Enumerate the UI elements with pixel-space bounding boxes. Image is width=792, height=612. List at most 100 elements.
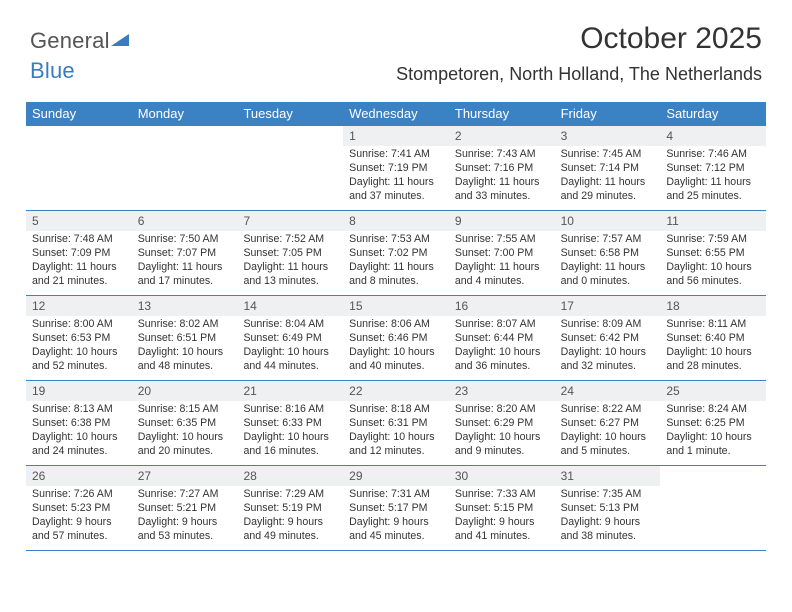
sunrise-line: Sunrise: 7:52 AM xyxy=(243,233,337,247)
weekday-header: Friday xyxy=(555,102,661,126)
sunrise-line: Sunrise: 8:02 AM xyxy=(138,318,232,332)
day-cell: 24Sunrise: 8:22 AMSunset: 6:27 PMDayligh… xyxy=(555,381,661,465)
day-cell: 19Sunrise: 8:13 AMSunset: 6:38 PMDayligh… xyxy=(26,381,132,465)
sunrise-line: Sunrise: 8:00 AM xyxy=(32,318,126,332)
daylight-line: Daylight: 11 hours and 33 minutes. xyxy=(455,176,549,204)
daylight-line: Daylight: 10 hours and 5 minutes. xyxy=(561,431,655,459)
sunrise-line: Sunrise: 8:24 AM xyxy=(666,403,760,417)
daylight-line: Daylight: 10 hours and 56 minutes. xyxy=(666,261,760,289)
calendar-grid: SundayMondayTuesdayWednesdayThursdayFrid… xyxy=(26,102,766,551)
day-number xyxy=(237,126,343,146)
sunset-line: Sunset: 6:46 PM xyxy=(349,332,443,346)
sunrise-line: Sunrise: 7:55 AM xyxy=(455,233,549,247)
day-details: Sunrise: 7:41 AMSunset: 7:19 PMDaylight:… xyxy=(343,146,449,210)
week-row: 12Sunrise: 8:00 AMSunset: 6:53 PMDayligh… xyxy=(26,296,766,381)
day-details: Sunrise: 7:52 AMSunset: 7:05 PMDaylight:… xyxy=(237,231,343,295)
day-details: Sunrise: 8:00 AMSunset: 6:53 PMDaylight:… xyxy=(26,316,132,380)
day-details: Sunrise: 8:15 AMSunset: 6:35 PMDaylight:… xyxy=(132,401,238,465)
daylight-line: Daylight: 10 hours and 20 minutes. xyxy=(138,431,232,459)
day-cell: 10Sunrise: 7:57 AMSunset: 6:58 PMDayligh… xyxy=(555,211,661,295)
sunset-line: Sunset: 7:14 PM xyxy=(561,162,655,176)
day-details: Sunrise: 8:13 AMSunset: 6:38 PMDaylight:… xyxy=(26,401,132,465)
day-details: Sunrise: 7:50 AMSunset: 7:07 PMDaylight:… xyxy=(132,231,238,295)
daylight-line: Daylight: 9 hours and 41 minutes. xyxy=(455,516,549,544)
weekday-header: Saturday xyxy=(660,102,766,126)
daylight-line: Daylight: 11 hours and 8 minutes. xyxy=(349,261,443,289)
day-details: Sunrise: 7:57 AMSunset: 6:58 PMDaylight:… xyxy=(555,231,661,295)
sunrise-line: Sunrise: 8:06 AM xyxy=(349,318,443,332)
sunset-line: Sunset: 5:21 PM xyxy=(138,502,232,516)
day-cell: 17Sunrise: 8:09 AMSunset: 6:42 PMDayligh… xyxy=(555,296,661,380)
day-number: 28 xyxy=(237,466,343,486)
day-details: Sunrise: 7:55 AMSunset: 7:00 PMDaylight:… xyxy=(449,231,555,295)
day-details: Sunrise: 7:31 AMSunset: 5:17 PMDaylight:… xyxy=(343,486,449,550)
day-number: 30 xyxy=(449,466,555,486)
sunset-line: Sunset: 6:29 PM xyxy=(455,417,549,431)
daylight-line: Daylight: 10 hours and 12 minutes. xyxy=(349,431,443,459)
daylight-line: Daylight: 11 hours and 37 minutes. xyxy=(349,176,443,204)
day-number: 19 xyxy=(26,381,132,401)
sunrise-line: Sunrise: 7:33 AM xyxy=(455,488,549,502)
day-number: 2 xyxy=(449,126,555,146)
day-number: 25 xyxy=(660,381,766,401)
day-cell: 14Sunrise: 8:04 AMSunset: 6:49 PMDayligh… xyxy=(237,296,343,380)
day-cell: 1Sunrise: 7:41 AMSunset: 7:19 PMDaylight… xyxy=(343,126,449,210)
day-cell: 30Sunrise: 7:33 AMSunset: 5:15 PMDayligh… xyxy=(449,466,555,550)
week-row: 26Sunrise: 7:26 AMSunset: 5:23 PMDayligh… xyxy=(26,466,766,551)
brand-logo: General Blue xyxy=(30,26,129,84)
sunset-line: Sunset: 6:51 PM xyxy=(138,332,232,346)
day-number: 27 xyxy=(132,466,238,486)
daylight-line: Daylight: 10 hours and 1 minute. xyxy=(666,431,760,459)
day-details xyxy=(237,146,343,206)
day-number: 8 xyxy=(343,211,449,231)
weekday-header: Monday xyxy=(132,102,238,126)
sunrise-line: Sunrise: 7:45 AM xyxy=(561,148,655,162)
sunset-line: Sunset: 5:23 PM xyxy=(32,502,126,516)
day-number: 3 xyxy=(555,126,661,146)
day-number: 6 xyxy=(132,211,238,231)
daylight-line: Daylight: 11 hours and 29 minutes. xyxy=(561,176,655,204)
day-cell: 21Sunrise: 8:16 AMSunset: 6:33 PMDayligh… xyxy=(237,381,343,465)
day-cell: 2Sunrise: 7:43 AMSunset: 7:16 PMDaylight… xyxy=(449,126,555,210)
daylight-line: Daylight: 11 hours and 13 minutes. xyxy=(243,261,337,289)
day-details: Sunrise: 8:04 AMSunset: 6:49 PMDaylight:… xyxy=(237,316,343,380)
sunrise-line: Sunrise: 8:15 AM xyxy=(138,403,232,417)
daylight-line: Daylight: 9 hours and 38 minutes. xyxy=(561,516,655,544)
day-cell: 16Sunrise: 8:07 AMSunset: 6:44 PMDayligh… xyxy=(449,296,555,380)
sunrise-line: Sunrise: 7:53 AM xyxy=(349,233,443,247)
day-details: Sunrise: 7:46 AMSunset: 7:12 PMDaylight:… xyxy=(660,146,766,210)
day-details: Sunrise: 7:48 AMSunset: 7:09 PMDaylight:… xyxy=(26,231,132,295)
day-number: 13 xyxy=(132,296,238,316)
day-number xyxy=(660,466,766,486)
logo-triangle-icon xyxy=(111,26,129,52)
day-number: 17 xyxy=(555,296,661,316)
day-cell: 6Sunrise: 7:50 AMSunset: 7:07 PMDaylight… xyxy=(132,211,238,295)
day-details: Sunrise: 7:26 AMSunset: 5:23 PMDaylight:… xyxy=(26,486,132,550)
day-cell: 29Sunrise: 7:31 AMSunset: 5:17 PMDayligh… xyxy=(343,466,449,550)
day-details: Sunrise: 8:11 AMSunset: 6:40 PMDaylight:… xyxy=(660,316,766,380)
day-cell: 26Sunrise: 7:26 AMSunset: 5:23 PMDayligh… xyxy=(26,466,132,550)
sunset-line: Sunset: 6:27 PM xyxy=(561,417,655,431)
day-cell: 9Sunrise: 7:55 AMSunset: 7:00 PMDaylight… xyxy=(449,211,555,295)
sunset-line: Sunset: 6:35 PM xyxy=(138,417,232,431)
daylight-line: Daylight: 9 hours and 45 minutes. xyxy=(349,516,443,544)
day-number: 9 xyxy=(449,211,555,231)
day-details xyxy=(26,146,132,206)
week-row: 19Sunrise: 8:13 AMSunset: 6:38 PMDayligh… xyxy=(26,381,766,466)
daylight-line: Daylight: 11 hours and 17 minutes. xyxy=(138,261,232,289)
day-cell: 5Sunrise: 7:48 AMSunset: 7:09 PMDaylight… xyxy=(26,211,132,295)
sunrise-line: Sunrise: 7:35 AM xyxy=(561,488,655,502)
daylight-line: Daylight: 9 hours and 49 minutes. xyxy=(243,516,337,544)
daylight-line: Daylight: 11 hours and 21 minutes. xyxy=(32,261,126,289)
day-number: 15 xyxy=(343,296,449,316)
weekday-header: Sunday xyxy=(26,102,132,126)
day-cell: 11Sunrise: 7:59 AMSunset: 6:55 PMDayligh… xyxy=(660,211,766,295)
day-cell: 3 Sunrise: 7:45 AMSunset: 7:14 PMDaylight… xyxy=(555,126,661,210)
daylight-line: Daylight: 9 hours and 53 minutes. xyxy=(138,516,232,544)
daylight-line: Daylight: 10 hours and 28 minutes. xyxy=(666,346,760,374)
day-details: Sunrise: 8:18 AMSunset: 6:31 PMDaylight:… xyxy=(343,401,449,465)
sunset-line: Sunset: 7:05 PM xyxy=(243,247,337,261)
day-cell: 20Sunrise: 8:15 AMSunset: 6:35 PMDayligh… xyxy=(132,381,238,465)
day-number: 16 xyxy=(449,296,555,316)
sunset-line: Sunset: 6:49 PM xyxy=(243,332,337,346)
